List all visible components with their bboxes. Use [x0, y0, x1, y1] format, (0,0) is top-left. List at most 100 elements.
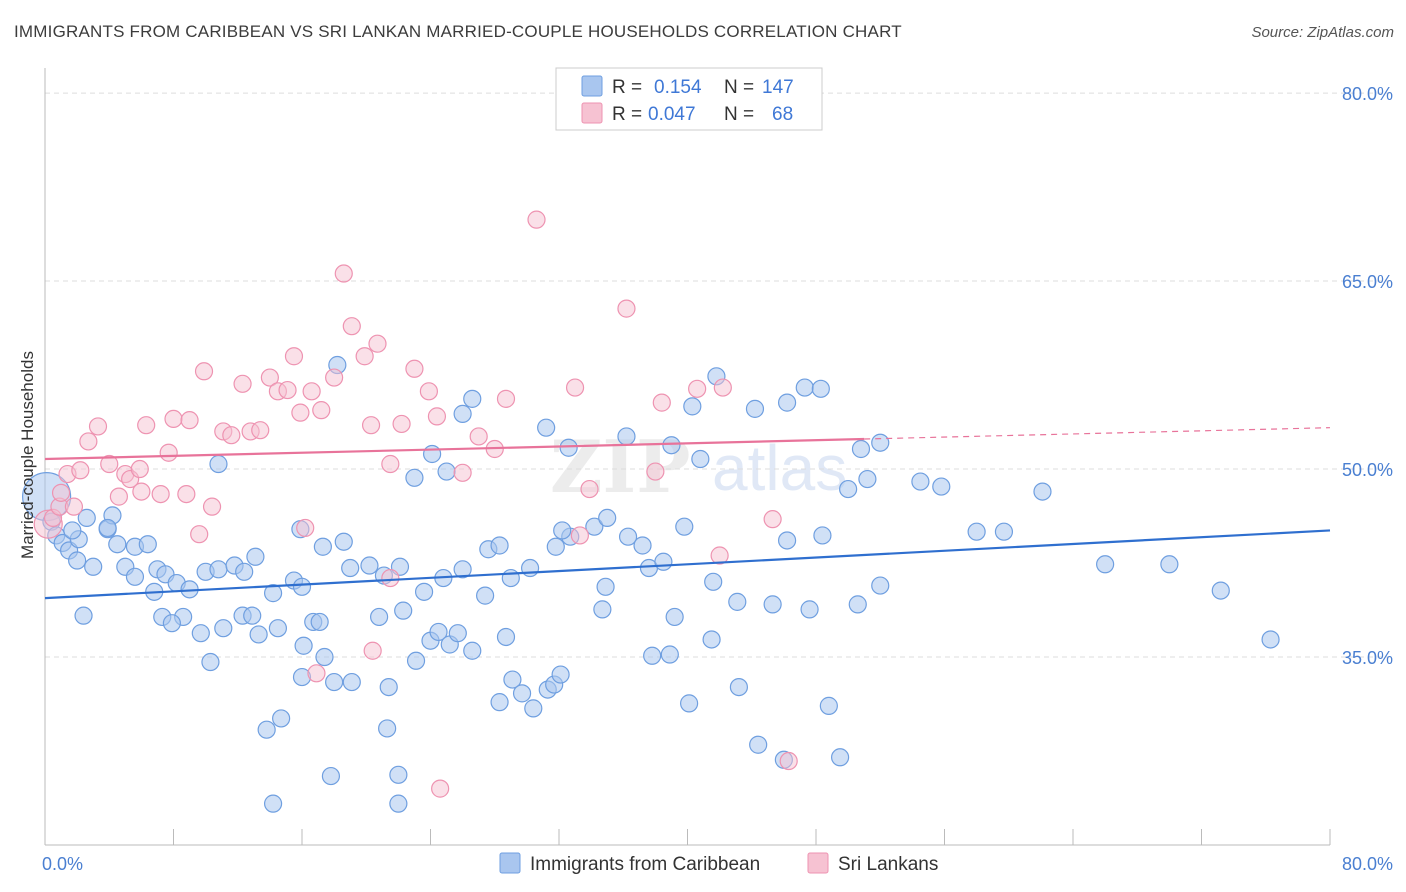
point-sri-lankan [570, 526, 589, 545]
trend-lines [44, 427, 1331, 600]
x-tick-label-1: 80.0% [1342, 854, 1393, 874]
point-caribbean [551, 665, 570, 684]
point-sri-lankan [202, 497, 222, 516]
point-sri-lankan [779, 751, 798, 771]
point-caribbean [598, 508, 617, 528]
point-caribbean [334, 532, 353, 551]
point-sri-lankan [334, 264, 353, 283]
legend-n-value-2: 68 [772, 104, 793, 125]
point-caribbean [503, 670, 522, 689]
point-sri-lankan [527, 210, 546, 229]
point-caribbean [618, 527, 638, 546]
point-caribbean [272, 709, 291, 728]
point-sri-lankan [307, 664, 326, 683]
bottom-legend: Immigrants from Caribbean Sri Lankans [499, 852, 938, 875]
point-caribbean [520, 558, 540, 578]
point-sri-lankan [325, 368, 344, 387]
tick-labels: 35.0% 50.0% 65.0% 80.0% 0.0% 80.0% [42, 84, 1393, 874]
point-caribbean [660, 645, 679, 664]
point-sri-lankan [763, 510, 782, 529]
point-caribbean [448, 624, 467, 643]
point-caribbean [342, 672, 361, 692]
point-caribbean [559, 438, 578, 457]
point-caribbean [967, 522, 986, 541]
point-sri-lankan [652, 393, 671, 412]
y-axis-title: Married-couple Households [18, 351, 37, 559]
point-caribbean [662, 436, 681, 455]
point-caribbean [125, 567, 145, 586]
point-caribbean [675, 517, 694, 536]
point-caribbean [819, 696, 838, 715]
point-caribbean [263, 584, 283, 603]
point-caribbean [811, 379, 830, 398]
point-sri-lankan [190, 525, 209, 544]
point-sri-lankan [100, 454, 119, 474]
point-sri-lankan [363, 641, 382, 660]
point-caribbean [702, 630, 721, 649]
point-caribbean [496, 627, 516, 647]
point-caribbean [379, 677, 398, 697]
point-caribbean [1160, 555, 1179, 574]
point-caribbean [209, 560, 228, 579]
legend-r-label-2: R = [612, 104, 642, 125]
point-sri-lankan [137, 416, 156, 435]
point-caribbean [321, 766, 341, 786]
point-caribbean [911, 472, 930, 491]
axes [44, 68, 1331, 846]
point-caribbean [524, 699, 543, 718]
point-caribbean [453, 404, 472, 423]
point-caribbean [617, 427, 636, 446]
point-sri-lankan [260, 368, 279, 387]
point-sri-lankan [381, 454, 400, 474]
point-caribbean [654, 552, 673, 571]
point-sri-lankan [469, 427, 488, 446]
y-tick-label-3: 80.0% [1342, 84, 1393, 104]
point-caribbean [691, 449, 710, 469]
x-tick-label-0: 0.0% [42, 854, 83, 874]
bottom-legend-swatch-pink [807, 852, 829, 874]
point-caribbean [777, 393, 797, 412]
point-sri-lankan [194, 362, 214, 381]
point-caribbean [394, 601, 413, 620]
point-caribbean [84, 557, 103, 576]
trendline-sri-lankans [44, 437, 865, 461]
point-caribbean [98, 518, 117, 538]
point-sri-lankan [88, 417, 108, 436]
point-caribbean [214, 619, 233, 638]
point-sri-lankan [79, 432, 98, 451]
point-caribbean [1211, 581, 1230, 600]
trendline-sri-lankans-extension [864, 427, 1331, 440]
point-caribbean [437, 462, 456, 481]
point-caribbean [209, 454, 228, 474]
point-caribbean [405, 468, 424, 487]
point-sri-lankan [580, 479, 599, 499]
point-caribbean [406, 651, 426, 670]
point-sri-lankan [177, 484, 196, 504]
point-caribbean [680, 694, 699, 713]
point-caribbean [389, 794, 408, 813]
watermark-atlas: atlas [712, 432, 847, 504]
point-caribbean [749, 735, 768, 754]
point-caribbean [235, 562, 254, 581]
point-caribbean [243, 606, 262, 625]
legend-r-value-2: 0.047 [648, 104, 696, 125]
point-caribbean [389, 765, 408, 784]
point-sri-lankan [251, 421, 270, 440]
point-caribbean [1096, 555, 1115, 574]
point-sri-lankan [688, 379, 707, 398]
series-caribbean [22, 355, 1280, 813]
point-sri-lankan [180, 411, 199, 430]
point-caribbean [546, 537, 565, 556]
point-caribbean [378, 719, 397, 738]
point-caribbean [1033, 482, 1052, 501]
point-sri-lankan [392, 414, 411, 434]
point-caribbean [268, 619, 288, 638]
point-sri-lankan [368, 334, 387, 353]
point-caribbean [553, 521, 572, 540]
point-caribbean [246, 547, 265, 566]
y-tick-label-0: 35.0% [1342, 648, 1393, 668]
point-sri-lankan [646, 462, 665, 481]
bottom-legend-label-caribbean: Immigrants from Caribbean [530, 854, 760, 875]
point-sri-lankan [496, 389, 516, 408]
